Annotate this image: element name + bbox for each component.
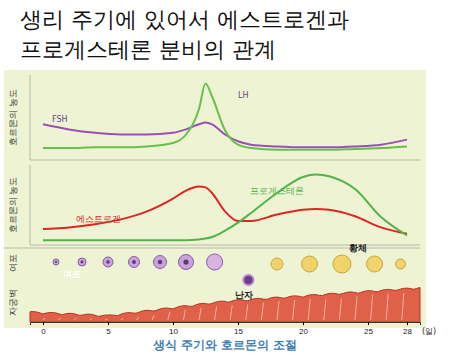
tick: 28 — [403, 322, 412, 336]
endometrium-glands — [43, 293, 404, 320]
gland — [293, 300, 295, 320]
ovulating-follicle — [207, 254, 223, 270]
tick: 0 — [41, 322, 46, 336]
series-line — [43, 175, 407, 241]
follicle — [53, 259, 59, 265]
gland — [324, 299, 326, 320]
corpus-luteum — [271, 258, 283, 270]
gland — [386, 293, 388, 320]
series-label: 에스트로겐 — [76, 214, 121, 224]
follicle — [179, 255, 194, 270]
gland — [261, 303, 263, 320]
row-label: 여포 — [8, 254, 18, 272]
follicle-illustration — [53, 254, 406, 285]
y-axis-line — [30, 165, 31, 245]
series-group — [43, 84, 407, 150]
gland — [105, 319, 107, 321]
series-label: LH — [238, 91, 248, 100]
follicle — [129, 257, 140, 268]
series-line — [43, 187, 407, 234]
chart: 생리 주기에 있어서 에스트로겐과프로게스테론 분비의 관계 FSH LH 호르몬의 … — [0, 0, 474, 355]
tick-label: 0 — [41, 327, 46, 336]
tick-label: 15 — [234, 327, 243, 336]
y-axis-title: 호르몬의 농도 — [8, 89, 18, 146]
gland — [355, 296, 357, 320]
tick: 5 — [106, 322, 111, 336]
gland — [215, 306, 217, 320]
follicle — [103, 257, 113, 267]
annotation: 난자 — [235, 290, 253, 300]
gland — [339, 298, 341, 320]
follicle-core — [55, 261, 57, 263]
follicle-core — [81, 261, 84, 264]
follicle-core — [106, 260, 110, 264]
follicle — [78, 258, 86, 266]
gland — [308, 299, 310, 320]
gland — [230, 305, 232, 320]
tick: 20 — [299, 322, 308, 336]
x-axis-line — [30, 160, 420, 161]
corpus-luteum — [396, 259, 406, 269]
gland — [43, 318, 45, 320]
tick-label: 5 — [106, 327, 111, 336]
title: 프로게스테론 분비의 관계 — [20, 37, 276, 62]
gland — [402, 293, 404, 320]
x-axis-unit: (일) — [422, 327, 436, 336]
gland — [121, 318, 123, 320]
series-label: FSH — [52, 115, 68, 124]
tick-label: 25 — [364, 327, 373, 336]
x-axis-line — [31, 323, 421, 326]
tick-mark — [303, 322, 304, 325]
annotation: 여포 — [63, 269, 81, 279]
corpus-luteum — [367, 256, 383, 272]
gland — [59, 318, 61, 320]
tick-mark — [238, 322, 239, 325]
y-axis-title: 호르몬의 농도 — [8, 177, 18, 234]
tick-label: 28 — [403, 327, 412, 336]
title: 생리 주기에 있어서 에스트로겐과 — [20, 7, 349, 32]
caption: 생식 주기와 호르몬의 조절 — [152, 338, 298, 352]
gland — [277, 301, 279, 320]
egg — [243, 275, 253, 285]
tick-mark — [108, 322, 109, 325]
gland — [152, 315, 154, 320]
tick-mark — [173, 322, 174, 325]
gland — [168, 312, 170, 320]
gland — [90, 318, 92, 320]
corpus-luteum — [302, 256, 318, 272]
endometrium — [30, 287, 420, 322]
tick-mark — [43, 322, 44, 325]
row-label: 자궁벽 — [8, 289, 18, 316]
gland — [199, 308, 201, 320]
gland — [371, 295, 373, 320]
tick: 10 — [169, 322, 178, 336]
gland — [183, 310, 185, 320]
series-line — [43, 123, 407, 148]
corpus-luteum — [333, 255, 351, 273]
tick-mark — [407, 322, 408, 325]
tick: 25 — [364, 322, 373, 336]
follicle — [154, 256, 167, 269]
gland — [74, 318, 76, 320]
tick: 15 — [234, 322, 243, 336]
series-group — [43, 175, 407, 241]
follicle-core — [183, 259, 188, 264]
series-line — [43, 84, 407, 150]
tick-label: 20 — [299, 327, 308, 336]
y-axis-line — [30, 75, 31, 160]
x-axis: 0 5 10 15 20 25 28 — [31, 322, 421, 336]
follicle-core — [132, 260, 136, 264]
plot-background — [4, 70, 426, 328]
gland — [246, 304, 248, 320]
gland — [137, 317, 139, 320]
annotation: 황체 — [349, 243, 367, 253]
follicle-core — [158, 260, 163, 265]
series-label: 프로게스테론 — [250, 186, 304, 196]
tick-mark — [368, 322, 369, 325]
tick-label: 10 — [169, 327, 178, 336]
